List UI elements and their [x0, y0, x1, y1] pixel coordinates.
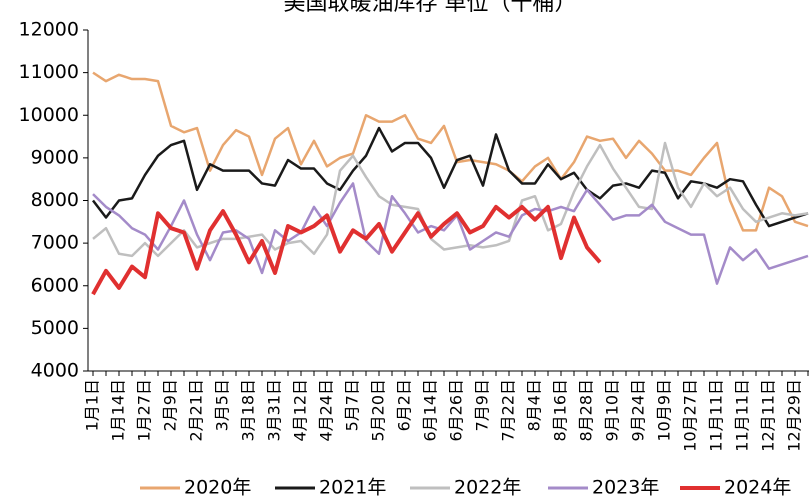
x-tick-label: 12月29日 — [785, 379, 804, 452]
x-tick-label: 4月12日 — [291, 379, 310, 442]
legend-label: 2020年 — [184, 477, 251, 499]
y-tick-label: 9000 — [31, 146, 79, 168]
x-tick-label: 8月28日 — [577, 379, 596, 442]
x-tick-label: 10月27日 — [681, 379, 700, 452]
x-tick-label: 1月27日 — [135, 379, 154, 442]
x-tick-label: 5月7日 — [343, 379, 362, 431]
x-tick-label: 1月14日 — [109, 379, 128, 442]
y-tick-label: 12000 — [19, 19, 79, 41]
y-tick-label: 4000 — [31, 360, 79, 382]
y-tick-label: 6000 — [31, 274, 79, 296]
x-tick-label: 3月18日 — [239, 379, 258, 442]
x-tick-label: 11月11日 — [707, 379, 726, 452]
legend-label: 2024年 — [724, 477, 791, 499]
x-tick-label: 3月5日 — [213, 379, 232, 431]
x-tick-label: 9月24日 — [629, 379, 648, 442]
x-tick-label: 6月26日 — [447, 379, 466, 442]
x-tick-label: 9月10日 — [603, 379, 622, 442]
x-tick-label: 11月11日 — [733, 379, 752, 452]
x-tick-label: 6月2日 — [395, 379, 414, 431]
y-tick-label: 11000 — [19, 61, 79, 83]
legend-label: 2022年 — [454, 477, 521, 499]
legend-label: 2021年 — [319, 477, 386, 499]
series-line — [91, 204, 602, 296]
x-tick-label: 8月4日 — [525, 379, 544, 431]
x-tick-label: 2月21日 — [187, 379, 206, 442]
x-tick-label: 7月9日 — [473, 379, 492, 431]
chart-title: 美国取暖油库存 单位（千桶） — [284, 0, 577, 16]
series-line — [92, 141, 809, 258]
x-tick-label: 2月9日 — [161, 379, 180, 431]
series-line — [92, 182, 809, 285]
series-line — [92, 126, 809, 228]
x-tick-label: 7月22日 — [499, 379, 518, 442]
x-tick-label: 1月1日 — [83, 379, 102, 431]
x-tick-label: 10月9日 — [655, 379, 674, 442]
x-tick-label: 8月16日 — [551, 379, 570, 442]
x-tick-label: 5月20日 — [369, 379, 388, 442]
y-tick-label: 7000 — [31, 232, 79, 254]
y-tick-label: 8000 — [31, 189, 79, 211]
legend-label: 2023年 — [592, 477, 659, 499]
y-tick-label: 5000 — [31, 317, 79, 339]
x-tick-label: 3月31日 — [265, 379, 284, 442]
series-line — [92, 71, 809, 232]
x-tick-label: 6月14日 — [421, 379, 440, 442]
x-tick-label: 12月11日 — [759, 379, 778, 452]
y-tick-label: 10000 — [19, 104, 79, 126]
x-tick-label: 4月24日 — [317, 379, 336, 442]
